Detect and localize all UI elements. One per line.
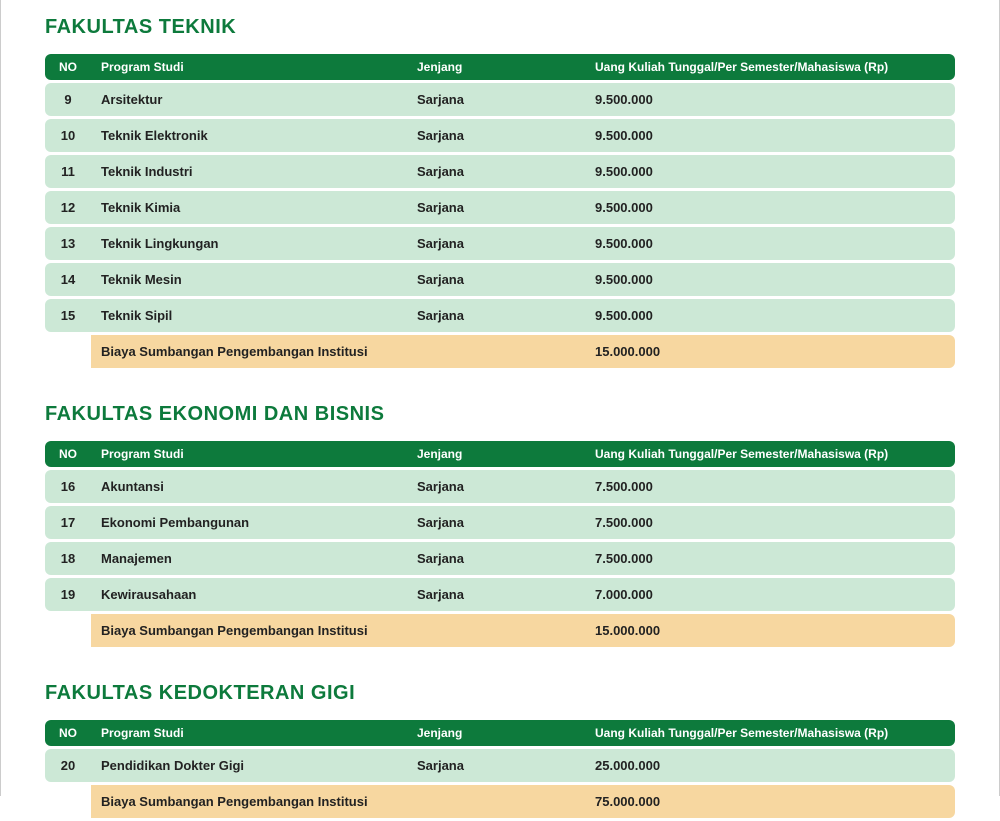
cell-program: Arsitektur: [91, 83, 407, 116]
col-ukt-header: Uang Kuliah Tunggal/Per Semester/Mahasis…: [585, 720, 955, 746]
col-program-header: Program Studi: [91, 54, 407, 80]
cell-program: Akuntansi: [91, 470, 407, 503]
table-footer-row: Biaya Sumbangan Pengembangan Institusi 1…: [45, 335, 955, 368]
col-ukt-header: Uang Kuliah Tunggal/Per Semester/Mahasis…: [585, 54, 955, 80]
cell-ukt: 7.500.000: [585, 506, 955, 539]
cell-jenjang: Sarjana: [407, 119, 585, 152]
cell-jenjang: Sarjana: [407, 542, 585, 575]
col-jenjang-header: Jenjang: [407, 54, 585, 80]
table-header-row: NO Program Studi Jenjang Uang Kuliah Tun…: [45, 54, 955, 80]
cell-jenjang: Sarjana: [407, 83, 585, 116]
table-footer-row: Biaya Sumbangan Pengembangan Institusi 7…: [45, 785, 955, 818]
cell-no: 10: [45, 119, 91, 152]
col-jenjang-header: Jenjang: [407, 441, 585, 467]
footer-label: Biaya Sumbangan Pengembangan Institusi: [91, 614, 585, 647]
cell-program: Kewirausahaan: [91, 578, 407, 611]
cell-no: 19: [45, 578, 91, 611]
table-row: 11Teknik IndustriSarjana9.500.000: [45, 155, 955, 188]
section-ekonomi: FAKULTAS EKONOMI DAN BISNIS NO Program S…: [45, 403, 955, 650]
cell-jenjang: Sarjana: [407, 155, 585, 188]
cell-ukt: 7.500.000: [585, 470, 955, 503]
cell-program: Teknik Sipil: [91, 299, 407, 332]
col-no-header: NO: [45, 441, 91, 467]
section-kedokteran-gigi: FAKULTAS KEDOKTERAN GIGI NO Program Stud…: [45, 682, 955, 821]
cell-jenjang: Sarjana: [407, 227, 585, 260]
footer-label: Biaya Sumbangan Pengembangan Institusi: [91, 335, 585, 368]
col-ukt-header: Uang Kuliah Tunggal/Per Semester/Mahasis…: [585, 441, 955, 467]
table-row: 15Teknik SipilSarjana9.500.000: [45, 299, 955, 332]
cell-ukt: 7.500.000: [585, 542, 955, 575]
cell-no: 12: [45, 191, 91, 224]
cell-program: Teknik Kimia: [91, 191, 407, 224]
cell-no: 15: [45, 299, 91, 332]
table-header-row: NO Program Studi Jenjang Uang Kuliah Tun…: [45, 720, 955, 746]
cell-no: 9: [45, 83, 91, 116]
tuition-tables-page: FAKULTAS TEKNIK NO Program Studi Jenjang…: [0, 0, 1000, 796]
cell-ukt: 9.500.000: [585, 191, 955, 224]
cell-program: Teknik Lingkungan: [91, 227, 407, 260]
cell-no: 14: [45, 263, 91, 296]
cell-program: Teknik Elektronik: [91, 119, 407, 152]
section-teknik: FAKULTAS TEKNIK NO Program Studi Jenjang…: [45, 16, 955, 371]
cell-program: Manajemen: [91, 542, 407, 575]
footer-value: 15.000.000: [585, 335, 955, 368]
table-row: 12Teknik KimiaSarjana9.500.000: [45, 191, 955, 224]
table-row: 10Teknik ElektronikSarjana9.500.000: [45, 119, 955, 152]
col-no-header: NO: [45, 54, 91, 80]
cell-ukt: 9.500.000: [585, 83, 955, 116]
cell-program: Ekonomi Pembangunan: [91, 506, 407, 539]
cell-jenjang: Sarjana: [407, 299, 585, 332]
col-program-header: Program Studi: [91, 720, 407, 746]
cell-jenjang: Sarjana: [407, 191, 585, 224]
cell-ukt: 9.500.000: [585, 299, 955, 332]
cell-ukt: 9.500.000: [585, 155, 955, 188]
faculty-title: FAKULTAS KEDOKTERAN GIGI: [45, 682, 955, 705]
cell-no: 20: [45, 749, 91, 782]
cell-jenjang: Sarjana: [407, 470, 585, 503]
cell-no: 18: [45, 542, 91, 575]
faculty-title: FAKULTAS EKONOMI DAN BISNIS: [45, 403, 955, 426]
table-header-row: NO Program Studi Jenjang Uang Kuliah Tun…: [45, 441, 955, 467]
table-row: 19KewirausahaanSarjana7.000.000: [45, 578, 955, 611]
cell-ukt: 9.500.000: [585, 119, 955, 152]
cell-jenjang: Sarjana: [407, 578, 585, 611]
cell-ukt: 9.500.000: [585, 263, 955, 296]
col-jenjang-header: Jenjang: [407, 720, 585, 746]
tuition-table: NO Program Studi Jenjang Uang Kuliah Tun…: [45, 717, 955, 821]
cell-no: 17: [45, 506, 91, 539]
table-row: 13Teknik LingkunganSarjana9.500.000: [45, 227, 955, 260]
cell-jenjang: Sarjana: [407, 506, 585, 539]
footer-value: 75.000.000: [585, 785, 955, 818]
footer-label: Biaya Sumbangan Pengembangan Institusi: [91, 785, 585, 818]
tuition-table: NO Program Studi Jenjang Uang Kuliah Tun…: [45, 438, 955, 650]
col-no-header: NO: [45, 720, 91, 746]
cell-ukt: 7.000.000: [585, 578, 955, 611]
footer-empty-cell: [45, 335, 91, 368]
cell-program: Teknik Industri: [91, 155, 407, 188]
table-row: 16AkuntansiSarjana7.500.000: [45, 470, 955, 503]
cell-no: 13: [45, 227, 91, 260]
cell-jenjang: Sarjana: [407, 263, 585, 296]
col-program-header: Program Studi: [91, 441, 407, 467]
footer-empty-cell: [45, 785, 91, 818]
table-row: 18ManajemenSarjana7.500.000: [45, 542, 955, 575]
table-row: 9ArsitekturSarjana9.500.000: [45, 83, 955, 116]
cell-ukt: 25.000.000: [585, 749, 955, 782]
cell-program: Teknik Mesin: [91, 263, 407, 296]
cell-no: 11: [45, 155, 91, 188]
cell-jenjang: Sarjana: [407, 749, 585, 782]
footer-value: 15.000.000: [585, 614, 955, 647]
table-row: 20Pendidikan Dokter GigiSarjana25.000.00…: [45, 749, 955, 782]
cell-ukt: 9.500.000: [585, 227, 955, 260]
cell-no: 16: [45, 470, 91, 503]
tuition-table: NO Program Studi Jenjang Uang Kuliah Tun…: [45, 51, 955, 371]
footer-empty-cell: [45, 614, 91, 647]
faculty-title: FAKULTAS TEKNIK: [45, 16, 955, 39]
cell-program: Pendidikan Dokter Gigi: [91, 749, 407, 782]
table-row: 17Ekonomi PembangunanSarjana7.500.000: [45, 506, 955, 539]
table-footer-row: Biaya Sumbangan Pengembangan Institusi 1…: [45, 614, 955, 647]
table-row: 14Teknik MesinSarjana9.500.000: [45, 263, 955, 296]
